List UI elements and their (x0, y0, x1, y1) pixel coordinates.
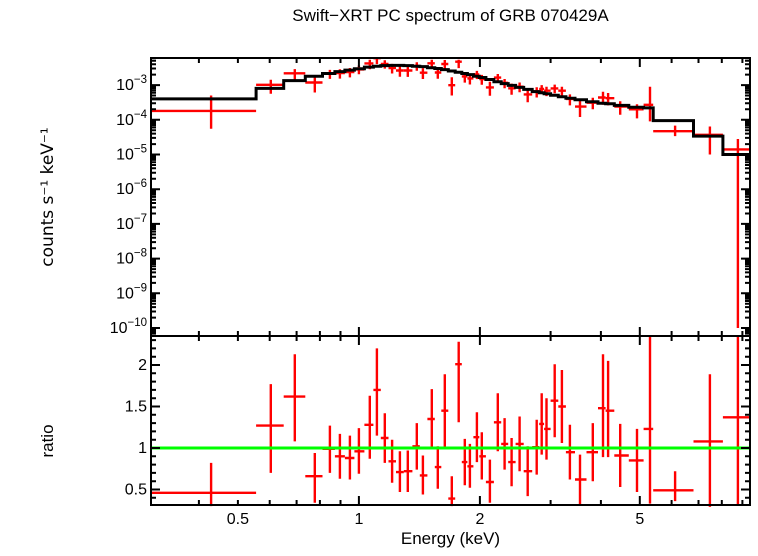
spectrum-point (283, 69, 306, 80)
ratio-point (419, 455, 428, 495)
ratio-point (598, 354, 606, 458)
ratio-point (334, 433, 345, 479)
x-axis-label-energy: Energy (keV) (400, 529, 501, 548)
spectrum-point (575, 100, 587, 117)
ratio-point (722, 336, 750, 506)
y-tick-label-counts: 10−6 (116, 178, 147, 198)
y-tick-label-counts: 10−8 (116, 248, 147, 268)
ratio-point (380, 413, 389, 463)
y-tick-label-counts: 10−5 (116, 144, 147, 164)
ratio-point (605, 360, 615, 458)
spectrum-point (614, 101, 629, 115)
ratio-point (493, 393, 502, 452)
ratio-point (501, 418, 509, 470)
ratio-point (283, 354, 306, 442)
y-tick-label-ratio: 2 (138, 357, 147, 374)
spectrum-point (396, 66, 404, 77)
ratio-point (256, 384, 284, 473)
ratio-point (653, 471, 694, 502)
y-tick-label-ratio: 1.5 (125, 399, 147, 416)
spectrum-point (151, 95, 257, 129)
ratio-point (614, 423, 629, 487)
spectrum-point (305, 77, 323, 93)
x-tick-label: 2 (475, 511, 484, 528)
y-tick-label-counts: 10−3 (116, 74, 147, 94)
axis-ticks (151, 57, 750, 505)
ratio-point (441, 374, 449, 448)
ratio-point (693, 374, 723, 507)
y-tick-label-counts: 10−4 (116, 109, 148, 129)
spectrum-point (550, 84, 559, 94)
ratio-point (558, 370, 566, 443)
spectrum-point (403, 66, 413, 77)
ratio-point (539, 393, 545, 455)
spectrum-point (643, 86, 654, 122)
ratio-point (305, 453, 323, 503)
ratio-point (344, 435, 355, 480)
ratio-point (479, 432, 486, 480)
spectrum-point (485, 81, 494, 96)
tick-labels: 0.5 1 2 5 10−3 10−4 10−5 10−6 10−7 10−8 10−9 10−10 0… (110, 74, 645, 528)
ratio-point (427, 389, 435, 449)
y-tick-label-counts: 10−10 (110, 317, 147, 337)
y-tick-label-counts: 10−9 (116, 282, 147, 302)
ratio-point (354, 428, 365, 474)
ratio-point (473, 412, 480, 463)
ratio-point (455, 341, 462, 423)
ratio-point (467, 443, 474, 488)
spectrum-point (653, 125, 694, 137)
spectrum-point (693, 126, 723, 155)
spectrum-point (558, 86, 566, 96)
ratio-point (643, 336, 654, 504)
spectrum-point (448, 77, 456, 96)
ratio-point (151, 462, 257, 507)
ratio-point (434, 446, 442, 489)
spectrum-point (441, 60, 449, 70)
ratio-point (373, 348, 381, 436)
spectrum-point (586, 97, 598, 110)
ratio-point (448, 476, 456, 507)
model-line (151, 63, 750, 156)
ratio-point (388, 439, 396, 483)
ratio-point (396, 451, 404, 492)
ratio-point (485, 459, 494, 503)
x-tick-label: 0.5 (227, 511, 249, 528)
spectrum-point (455, 59, 462, 69)
spectrum-point (523, 89, 533, 103)
y-tick-label-counts: 10−7 (116, 213, 147, 233)
y-tick-label-ratio: 1 (138, 440, 147, 457)
ratio-point (628, 428, 644, 492)
ratio-point (412, 423, 420, 470)
ratio-point (586, 423, 598, 482)
ratio-point (508, 438, 516, 487)
ratio-point (565, 424, 575, 480)
x-tick-label: 5 (635, 511, 644, 528)
ratio-panel-frame (150, 335, 751, 506)
ratio-point (550, 364, 559, 438)
ratio-point (461, 438, 468, 486)
y-tick-label-ratio: 0.5 (125, 482, 147, 499)
chart-title: Swift−XRT PC spectrum of GRB 070429A (292, 6, 609, 25)
ratio-point (403, 450, 413, 492)
ratio-point (544, 398, 551, 460)
ratio-data-series (151, 336, 750, 507)
spectrum-point (256, 79, 284, 94)
spectrum-data-series (151, 58, 750, 328)
spectrum-point (419, 68, 428, 79)
spectrum-point (373, 58, 381, 65)
ratio-point (515, 416, 524, 472)
x-tick-label: 1 (354, 511, 363, 528)
ratio-point (575, 454, 587, 505)
ratio-point (523, 446, 533, 497)
spectrum-point (722, 139, 750, 328)
